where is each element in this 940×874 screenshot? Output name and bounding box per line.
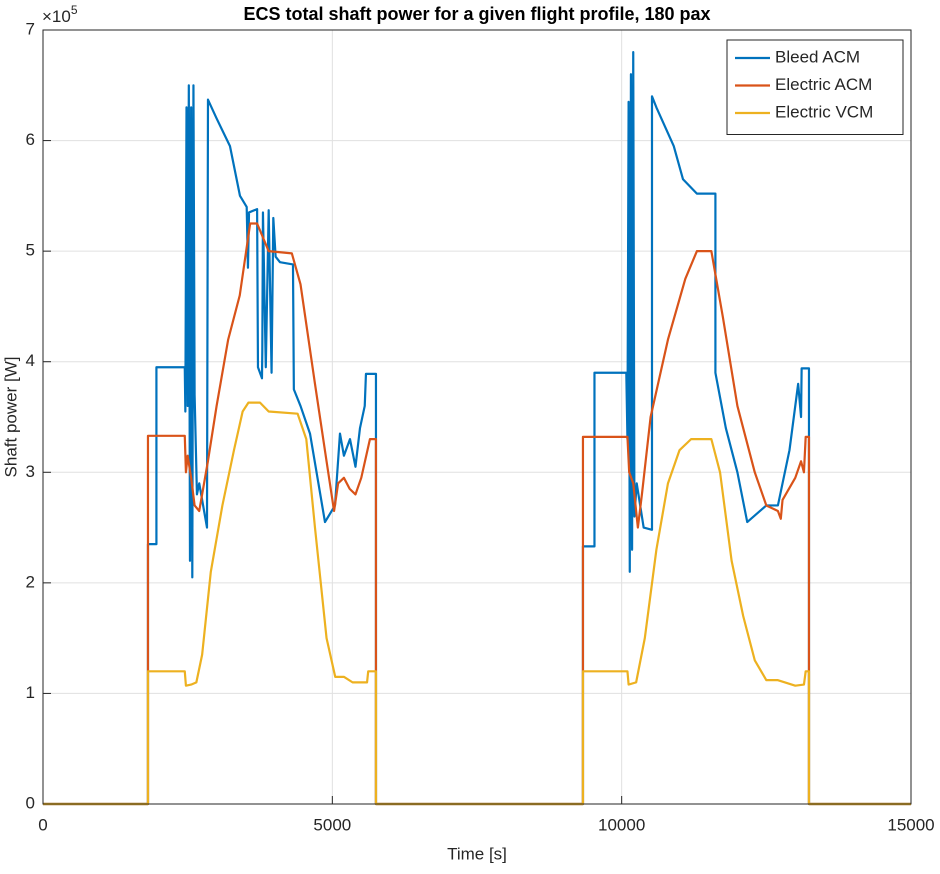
axes-box [42,29,912,805]
y-tick-label: 0 [26,793,35,812]
y-exponent-base: ×10 [42,7,71,26]
y-tick-label: 4 [26,351,35,370]
x-tick-label: 10000 [598,815,645,834]
plot-lines [43,51,911,806]
x-axis-label: Time [s] [447,844,507,863]
y-tick-label: 6 [26,130,35,149]
x-tick-label: 0 [38,815,47,834]
x-tick-label: 15000 [887,815,934,834]
y-tick-label: 3 [26,462,35,481]
legend-label: Electric ACM [775,75,872,94]
series-line [43,401,911,806]
legend-label: Electric VCM [775,102,873,121]
x-tick-label: 5000 [313,815,351,834]
chart-title: ECS total shaft power for a given flight… [243,4,710,24]
y-exponent: ×105 [42,3,78,26]
series-line [43,51,911,806]
legend: Bleed ACM Electric ACM Electric VCM [726,39,904,135]
y-tick-label: 7 [26,19,35,38]
y-tick-label: 5 [26,241,35,260]
y-axis-label: Shaft power [W] [1,357,20,478]
legend-label: Bleed ACM [775,47,860,66]
y-tick-label: 1 [26,683,35,702]
series-line [43,222,911,806]
legend-box [726,39,904,135]
y-tick-label: 2 [26,572,35,591]
y-exponent-power: 5 [71,3,78,17]
